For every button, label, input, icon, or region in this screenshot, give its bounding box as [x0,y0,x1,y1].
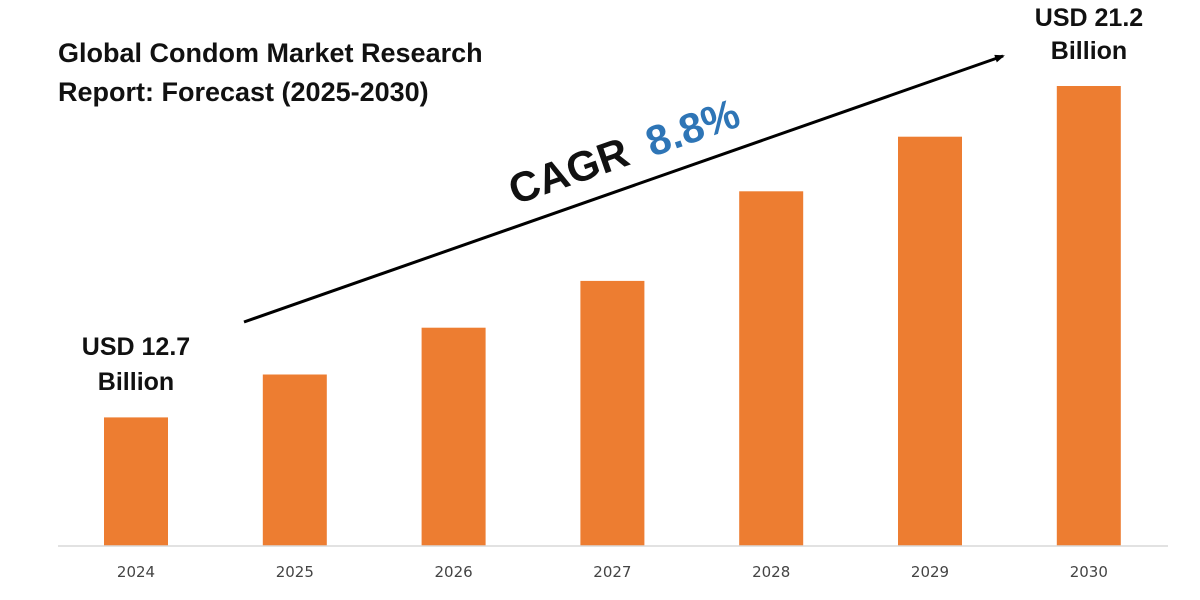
end-value-label-line-1: USD 21.2 [1035,4,1143,32]
bar-2028 [739,191,804,547]
x-tick-label-2027: 2027 [593,563,631,581]
start-value-label-line-1: USD 12.7 [82,333,190,361]
cagr-annotation: CAGR 8.8% [502,89,745,213]
end-value-label-line-2: Billion [1051,37,1127,65]
bar-2027 [580,280,645,546]
bar-2026 [421,327,486,546]
bar-group [104,86,1121,547]
cagr-label: CAGR [502,128,634,213]
bar-2030 [1056,86,1121,546]
start-value-label-line-2: Billion [98,368,174,396]
x-tick-label-2024: 2024 [117,563,155,581]
x-tick-label-2029: 2029 [911,563,949,581]
x-tick-label-2030: 2030 [1070,563,1108,581]
chart-title-line-1: Global Condom Market Research [58,38,483,68]
x-tick-label-2026: 2026 [435,563,473,581]
x-tick-label-2025: 2025 [276,563,314,581]
bar-2029 [898,136,962,546]
bar-2024 [104,417,168,546]
growth-arrow [243,54,1005,324]
cagr-value: 8.8% [640,89,746,165]
bar-2025 [262,374,327,546]
x-tick-label-2028: 2028 [752,563,790,581]
chart-title-line-2: Report: Forecast (2025-2030) [58,77,429,107]
x-tick-labels: 2024 2025 2026 2027 2028 2029 2030 [117,563,1108,581]
